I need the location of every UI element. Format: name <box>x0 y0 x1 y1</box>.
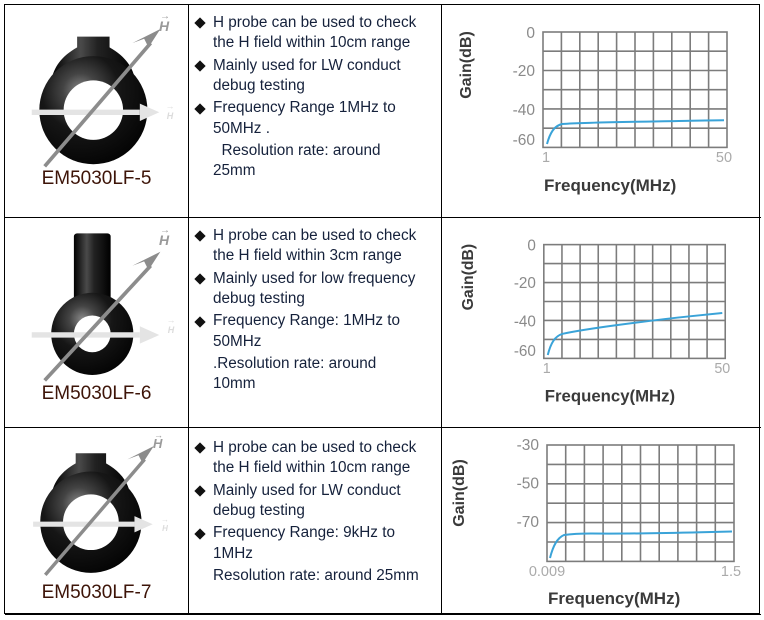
svg-text:1: 1 <box>542 150 550 166</box>
svg-text:Gain(dB): Gain(dB) <box>460 244 477 311</box>
svg-text:0: 0 <box>527 238 536 255</box>
svg-text:0: 0 <box>526 25 535 42</box>
svg-text:50: 50 <box>714 361 730 377</box>
svg-text:Gain(dB): Gain(dB) <box>451 459 468 527</box>
svg-text:Gain(dB): Gain(dB) <box>458 31 475 99</box>
svg-text:-30: -30 <box>517 437 540 454</box>
svg-text:1: 1 <box>543 361 551 377</box>
svg-text:-40: -40 <box>514 313 536 330</box>
svg-text:-20: -20 <box>513 63 536 80</box>
svg-text:-70: -70 <box>517 514 540 531</box>
svg-text:-40: -40 <box>513 102 536 119</box>
svg-text:50: 50 <box>716 150 732 166</box>
svg-text:Frequency(MHz): Frequency(MHz) <box>548 589 680 608</box>
svg-text:1.5: 1.5 <box>721 564 741 580</box>
svg-text:-50: -50 <box>517 476 540 493</box>
svg-text:-60: -60 <box>514 343 536 360</box>
svg-text:Frequency(MHz): Frequency(MHz) <box>544 176 676 195</box>
svg-text:0.009: 0.009 <box>529 564 565 580</box>
svg-text:-20: -20 <box>514 275 536 292</box>
svg-text:-60: -60 <box>513 132 536 149</box>
svg-text:Frequency(MHz): Frequency(MHz) <box>545 386 675 405</box>
